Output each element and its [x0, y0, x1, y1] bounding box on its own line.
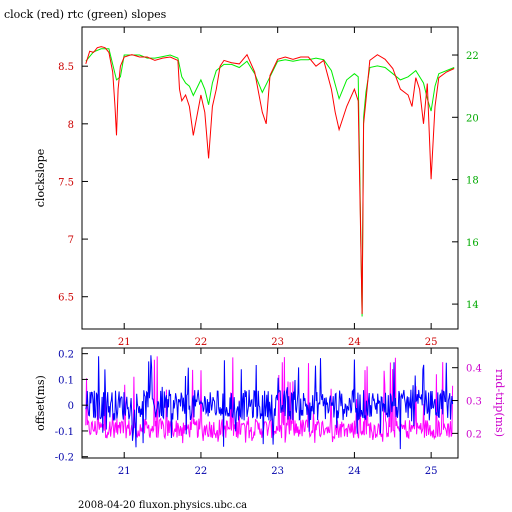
y-tick-label: 6.5: [58, 293, 74, 304]
y-tick-label: 0: [68, 401, 74, 412]
rnd-trip-line: [85, 356, 454, 444]
top-plot-frame: [81, 26, 459, 330]
offset-line: [85, 355, 454, 450]
x-tick-label: 24: [348, 466, 361, 477]
y2-tick-label: 0.2: [466, 429, 482, 440]
y-tick-label: -0.2: [55, 453, 74, 464]
top-y-axis-label: clockslope: [34, 149, 47, 207]
y-tick-label: 8: [68, 120, 74, 131]
clock-slope-line: [85, 46, 455, 315]
x-tick-label: 22: [195, 466, 208, 477]
bottom-plot-frame: [81, 347, 459, 459]
y-tick-label: 7: [68, 235, 74, 246]
footer-text: 2008-04-20 fluxon.physics.ubc.ca: [78, 500, 247, 511]
y2-tick-label: 22: [466, 51, 479, 62]
y2-tick-label: 0.3: [466, 397, 482, 408]
y2-tick-label: 16: [466, 238, 479, 249]
y2-tick-label: 0.4: [466, 364, 482, 375]
x-tick-label: 23: [271, 337, 284, 348]
y-tick-label: 0.1: [58, 375, 74, 386]
bottom-y-axis-label: offset(ms): [34, 375, 47, 431]
y2-tick-label: 14: [466, 300, 479, 311]
x-tick-label: 22: [195, 337, 208, 348]
rtc-slope-line: [85, 48, 455, 317]
bottom-panel: offset(ms) rnd-trip(ms) 21 22 23 24 25 -0.2 -0…: [34, 347, 506, 477]
y-tick-label: 0.2: [58, 350, 74, 361]
y-tick-label: -0.1: [55, 427, 74, 438]
y-tick-label: 7.5: [58, 177, 74, 188]
bottom-series-group: [85, 355, 454, 450]
top-panel: clockslope 21 22 23 24 25 6.5 7 7.5 8 8.5 14 16 18 20…: [34, 26, 479, 348]
y2-tick-label: 20: [466, 113, 479, 124]
bottom-ticks-group: 21 22 23 24 25 -0.2 -0.1 0 0.1 0.2 0.2 0.3 0.4: [55, 348, 482, 477]
bottom-y2-axis-label: rnd-trip(ms): [493, 369, 506, 437]
y-tick-label: 8.5: [58, 62, 74, 73]
x-tick-label: 21: [118, 466, 131, 477]
chart-title: clock (red) rtc (green) slopes: [4, 8, 167, 21]
top-series-group: [85, 46, 455, 317]
x-tick-label: 21: [118, 337, 131, 348]
y2-tick-label: 18: [466, 176, 479, 187]
x-tick-label: 25: [425, 466, 438, 477]
top-ticks-group: 21 22 23 24 25 6.5 7 7.5 8 8.5 14 16 18 20 22: [58, 27, 479, 348]
x-tick-label: 23: [271, 466, 284, 477]
x-tick-label: 25: [425, 337, 438, 348]
x-tick-label: 24: [348, 337, 361, 348]
